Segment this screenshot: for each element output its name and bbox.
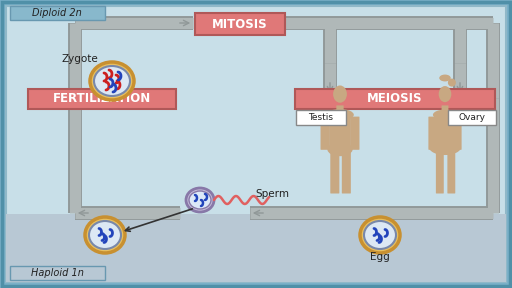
- Text: Egg: Egg: [370, 252, 390, 262]
- Bar: [6, 214, 506, 282]
- Text: MITOSIS: MITOSIS: [212, 18, 268, 31]
- FancyBboxPatch shape: [295, 89, 495, 109]
- FancyBboxPatch shape: [28, 89, 176, 109]
- Ellipse shape: [89, 221, 121, 249]
- FancyBboxPatch shape: [321, 117, 330, 150]
- FancyBboxPatch shape: [429, 117, 436, 150]
- Text: FERTILIZATION: FERTILIZATION: [53, 92, 151, 105]
- FancyBboxPatch shape: [342, 149, 351, 194]
- FancyBboxPatch shape: [350, 117, 359, 150]
- Ellipse shape: [90, 62, 134, 100]
- Ellipse shape: [429, 139, 461, 155]
- Bar: [448, 110, 496, 125]
- Text: Haploid 1n: Haploid 1n: [31, 268, 83, 278]
- Ellipse shape: [364, 221, 396, 249]
- Ellipse shape: [186, 188, 214, 212]
- Ellipse shape: [439, 75, 451, 82]
- Text: MEIOSIS: MEIOSIS: [367, 92, 423, 105]
- Text: Diploid 2n: Diploid 2n: [32, 8, 82, 18]
- Ellipse shape: [326, 109, 354, 121]
- FancyBboxPatch shape: [447, 147, 455, 194]
- Text: Testis: Testis: [309, 113, 333, 122]
- FancyBboxPatch shape: [435, 114, 455, 147]
- Ellipse shape: [333, 86, 347, 103]
- Ellipse shape: [433, 110, 457, 120]
- Bar: [10, 266, 105, 280]
- Ellipse shape: [85, 217, 125, 253]
- FancyBboxPatch shape: [336, 105, 344, 115]
- Text: Zygote: Zygote: [61, 54, 98, 64]
- Ellipse shape: [439, 86, 451, 102]
- Bar: [10, 6, 105, 20]
- FancyBboxPatch shape: [436, 147, 444, 194]
- Bar: [296, 110, 346, 125]
- Ellipse shape: [94, 66, 130, 96]
- FancyBboxPatch shape: [441, 105, 449, 115]
- FancyBboxPatch shape: [329, 114, 351, 150]
- Ellipse shape: [360, 217, 400, 253]
- Ellipse shape: [327, 142, 353, 156]
- FancyBboxPatch shape: [330, 149, 339, 194]
- Text: Ovary: Ovary: [459, 113, 485, 122]
- Text: Sperm: Sperm: [255, 189, 289, 199]
- FancyBboxPatch shape: [195, 13, 285, 35]
- FancyBboxPatch shape: [454, 117, 462, 150]
- Ellipse shape: [189, 191, 211, 209]
- Ellipse shape: [448, 79, 456, 87]
